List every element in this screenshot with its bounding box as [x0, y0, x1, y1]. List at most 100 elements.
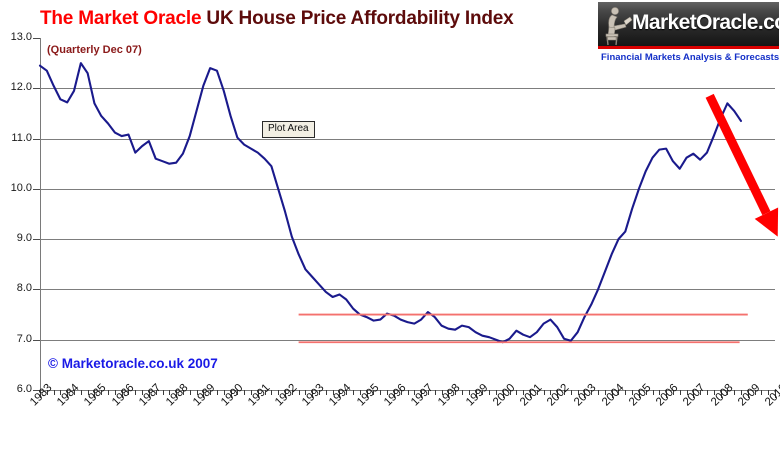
x-tick-1999-q4: [495, 390, 497, 395]
x-tick-1984-q1: [67, 390, 69, 398]
x-tick-1987-q3: [162, 390, 164, 395]
x-tick-2008-q4: [740, 390, 742, 395]
x-tick-1998-q1: [448, 390, 450, 398]
x-tick-1987-q1: [148, 390, 150, 398]
marketoracle-logo[interactable]: MarketOracle.co.uk Financial Markets Ana…: [598, 2, 779, 74]
y-tick-mark-8.0: [33, 289, 40, 291]
x-tick-1990-q2: [237, 390, 239, 395]
x-tick-1999-q1: [475, 390, 477, 398]
x-tick-2008-q1: [720, 390, 722, 398]
x-tick-2007-q1: [693, 390, 695, 398]
arrow-shaft: [705, 93, 771, 216]
x-tick-2004-q3: [625, 390, 627, 395]
x-tick-1983-q4: [60, 390, 62, 395]
x-tick-2009-q1: [747, 390, 749, 398]
seated-figure-icon: [605, 7, 633, 46]
x-tick-2009-q3: [761, 390, 763, 395]
x-tick-1998-q3: [461, 390, 463, 395]
x-tick-1988-q2: [182, 390, 184, 395]
x-tick-1991-q2: [264, 390, 266, 395]
x-tick-2006-q1: [666, 390, 668, 398]
x-tick-2006-q4: [686, 390, 688, 395]
x-tick-1985-q1: [94, 390, 96, 398]
y-tick-label-8.0: 8.0: [16, 282, 32, 295]
x-tick-1995-q4: [387, 390, 389, 395]
x-tick-1985-q2: [101, 390, 103, 395]
x-tick-1993-q2: [319, 390, 321, 395]
x-tick-1996-q4: [414, 390, 416, 395]
y-axis-line: [40, 38, 41, 390]
gridline-7.0: [40, 339, 775, 341]
x-tick-1987-q4: [169, 390, 171, 395]
x-tick-2000-q1: [502, 390, 504, 398]
x-tick-1987-q2: [155, 390, 157, 395]
x-tick-1991-q1: [257, 390, 259, 398]
x-tick-2007-q4: [713, 390, 715, 395]
x-tick-1991-q3: [271, 390, 273, 395]
x-tick-1997-q3: [434, 390, 436, 395]
x-tick-2007-q2: [700, 390, 702, 395]
x-tick-1996-q2: [400, 390, 402, 395]
gridline-12.0: [40, 88, 775, 90]
x-tick-1997-q1: [421, 390, 423, 398]
x-tick-1992-q2: [291, 390, 293, 395]
x-tick-1990-q3: [244, 390, 246, 395]
x-tick-2010-q1: [775, 390, 776, 398]
x-tick-1999-q3: [489, 390, 491, 395]
y-tick-mark-10.0: [33, 188, 40, 190]
x-tick-1993-q3: [325, 390, 327, 395]
x-tick-1984-q3: [80, 390, 82, 395]
series-line-affordability-index: [38, 62, 743, 344]
x-tick-2003-q4: [604, 390, 606, 395]
y-tick-label-7.0: 7.0: [16, 332, 32, 345]
x-tick-1985-q4: [114, 390, 116, 395]
x-tick-2004-q4: [632, 390, 634, 395]
reference-lines: [298, 313, 748, 344]
y-tick-mark-6.0: [33, 390, 40, 391]
x-tick-1986-q3: [135, 390, 137, 395]
x-tick-2004-q2: [618, 390, 620, 395]
x-tick-1989-q3: [216, 390, 218, 395]
page-title: The Market Oracle UK House Price Afforda…: [40, 8, 514, 30]
x-tick-2005-q3: [652, 390, 654, 395]
y-tick-mark-12.0: [33, 88, 40, 90]
x-tick-2001-q4: [550, 390, 552, 395]
x-tick-1983-q3: [53, 390, 55, 395]
x-tick-2001-q3: [543, 390, 545, 395]
x-tick-2000-q3: [516, 390, 518, 395]
x-tick-1992-q4: [305, 390, 307, 395]
x-tick-1983-q2: [46, 390, 48, 395]
x-tick-2006-q2: [672, 390, 674, 395]
y-tick-label-11.0: 11.0: [11, 131, 32, 144]
x-tick-1994-q3: [353, 390, 355, 395]
title-rest: UK House Price Affordability Index: [201, 8, 514, 29]
x-tick-1993-q4: [332, 390, 334, 395]
y-tick-mark-13.0: [33, 38, 40, 39]
y-tick-label-13.0: 13.0: [10, 31, 32, 43]
logo-red-rule: [598, 46, 779, 49]
x-tick-2005-q4: [659, 390, 661, 395]
x-tick-1992-q3: [298, 390, 300, 395]
x-tick-2008-q3: [734, 390, 736, 395]
x-tick-1990-q1: [230, 390, 232, 398]
chart-subtitle: (Quarterly Dec 07): [47, 44, 142, 56]
y-tick-label-12.0: 12.0: [10, 81, 32, 94]
x-tick-1989-q2: [210, 390, 212, 395]
x-tick-2004-q1: [611, 390, 613, 398]
y-tick-mark-7.0: [33, 339, 40, 341]
copyright-notice: © Marketoracle.co.uk 2007: [48, 356, 218, 371]
x-tick-2002-q2: [564, 390, 566, 395]
y-tick-mark-9.0: [33, 239, 40, 241]
x-tick-1996-q3: [407, 390, 409, 395]
x-tick-1995-q2: [373, 390, 375, 395]
x-tick-1999-q2: [482, 390, 484, 395]
arrow-head: [754, 207, 779, 237]
x-tick-1985-q3: [108, 390, 110, 395]
x-tick-2000-q2: [509, 390, 511, 395]
x-tick-2003-q3: [598, 390, 600, 395]
x-tick-2009-q4: [768, 390, 770, 395]
gridline-8.0: [40, 289, 775, 291]
x-tick-1991-q4: [278, 390, 280, 395]
x-tick-2009-q2: [754, 390, 756, 395]
